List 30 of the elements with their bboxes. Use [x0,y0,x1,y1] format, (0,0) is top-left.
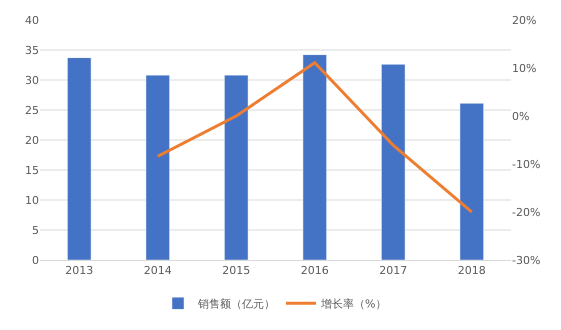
bar [460,103,484,260]
bar [381,64,406,260]
y-tick-label: 40 [25,14,39,27]
y2-tick-label: 0% [512,110,530,123]
y-tick-label: 0 [32,254,39,267]
y-tick-label: 10 [25,194,39,207]
x-tick-label: 2018 [458,264,486,278]
x-tick-label: 2014 [144,264,172,278]
x-tick-label: 2015 [222,264,250,278]
y2-tick-label: 20% [512,14,536,27]
y-tick-label: 35 [25,44,39,57]
x-tick-label: 2017 [379,264,408,278]
line-series [156,61,474,214]
y-tick-label: 25 [25,104,39,117]
legend-label: 销售额（亿元） [197,298,275,311]
y2-tick-label: -30% [512,254,540,267]
x-tick-label: 2013 [65,264,94,278]
y-tick-label: 5 [32,224,39,237]
y2-tick-label: -10% [512,158,540,171]
y2-tick-label: -20% [512,206,540,219]
y2-tick-label: 10% [512,62,536,75]
y-tick-label: 20 [25,134,39,147]
bar [67,58,92,260]
bar [302,54,327,260]
legend-label: 增长率（%） [320,298,386,311]
y-tick-label: 30 [25,74,39,87]
bar [224,74,248,260]
x-tick-label: 2016 [300,264,329,278]
y-tick-label: 15 [25,164,39,177]
bar [146,74,170,260]
